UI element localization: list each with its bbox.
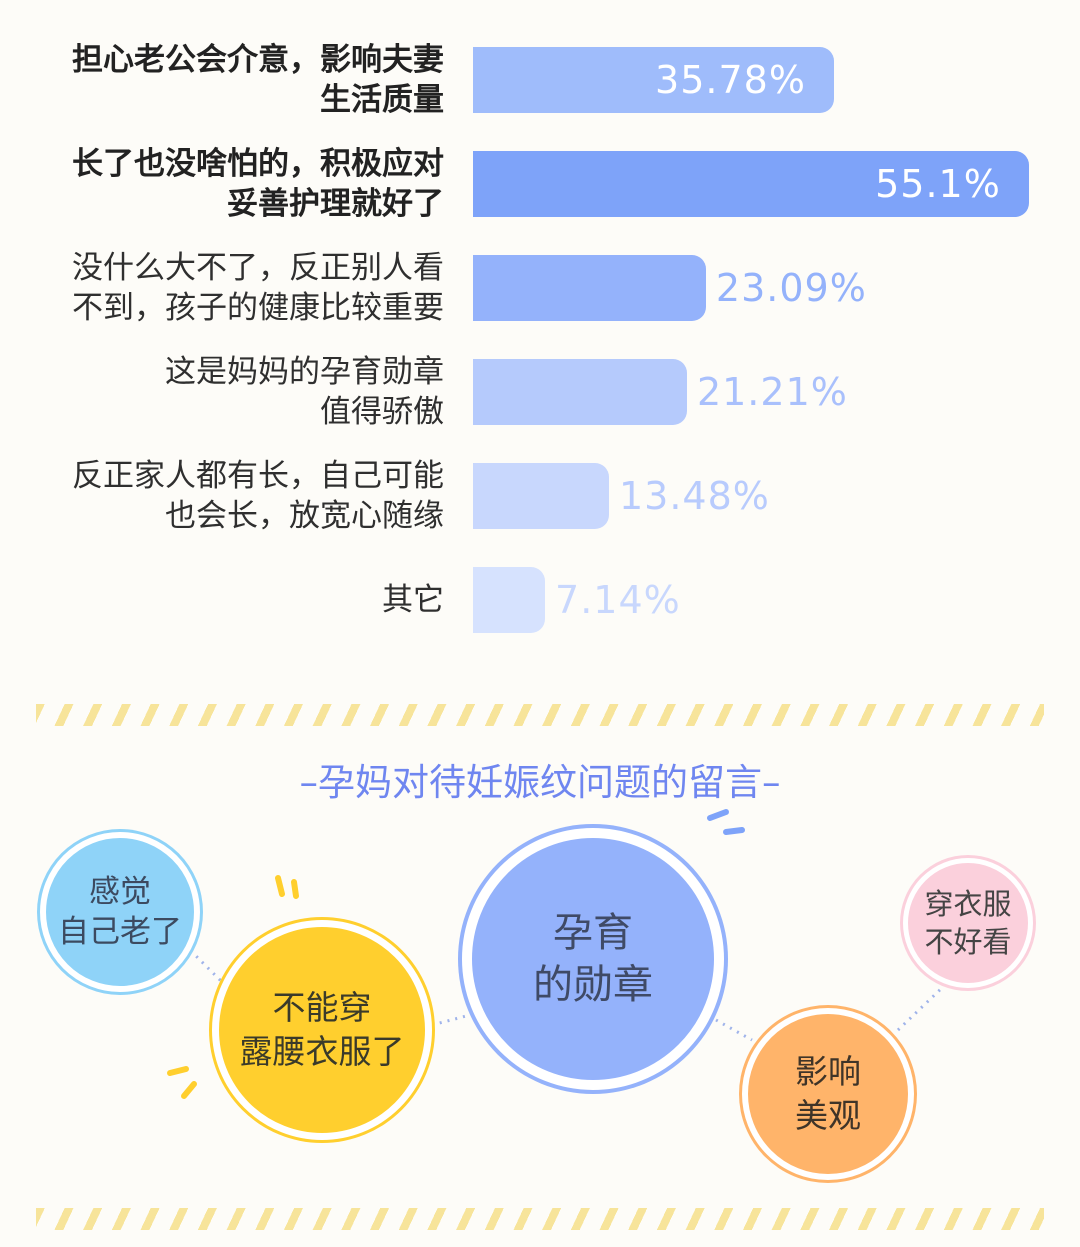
sparkle-mark [275,875,285,897]
value-label: 55.1% [875,162,1001,206]
section-title: –孕妈对待妊娠纹问题的留言– [299,761,781,804]
category-label: 担心老公会介意，影响夫妻 生活质量 [72,42,444,118]
divider-stripe-top [36,704,1044,726]
bubble-feel-old: 感觉 自己老了 [40,832,200,992]
category-label: 反正家人都有长，自己可能 也会长，放宽心随缘 [72,458,444,534]
bar [473,255,706,321]
bar-chart: 担心老公会介意，影响夫妻 生活质量 35.78% 长了也没啥怕的，积极应对 妥善护理… [72,42,1029,633]
bubble-no-crop-top: 不能穿 露腰衣服了 [212,920,432,1140]
category-label: 其它 [382,582,444,618]
bubble-clothes: 穿衣服 不好看 [903,858,1033,988]
value-label: 35.78% [655,58,806,102]
connector-line [431,1013,471,1027]
connector-line [715,1018,753,1042]
sparkle-mark [707,809,729,821]
value-label: 23.09% [715,266,867,310]
value-label: 13.48% [618,474,770,518]
value-label: 7.14% [555,578,681,622]
bar [473,567,546,633]
bubble-medal: 孕育 的勋章 [462,828,724,1090]
category-label: 没什么大不了，反正别人看 不到，孩子的健康比较重要 [72,250,444,326]
bar [473,151,1029,217]
category-label: 这是妈妈的孕育勋章 值得骄傲 [165,354,444,430]
bar [473,47,834,113]
bubble-looks: 影响 美观 [742,1008,914,1180]
sparkle-mark [723,827,745,835]
bar [473,463,609,529]
sparkle-mark [167,1066,189,1076]
sparkle-mark [181,1081,197,1099]
divider-stripe-bottom [36,1208,1044,1230]
connector-line [183,943,227,987]
value-label: 21.21% [696,370,848,414]
connector-line [896,983,947,1032]
bar [473,359,687,425]
category-label: 长了也没啥怕的，积极应对 妥善护理就好了 [72,146,444,222]
sparkle-mark [291,879,299,899]
